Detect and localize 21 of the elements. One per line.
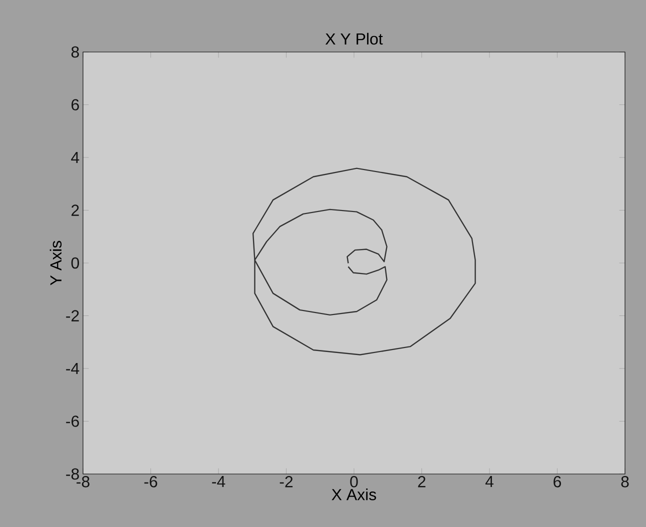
x-tick-label: 2 bbox=[418, 476, 426, 488]
y-tick-label: -6 bbox=[66, 416, 79, 427]
x-tick-label: 6 bbox=[554, 476, 561, 488]
x-tick-label: -4 bbox=[212, 476, 226, 488]
chart-title: X Y Plot bbox=[325, 32, 383, 45]
y-tick-label: 6 bbox=[72, 99, 79, 110]
y-tick-label: 0 bbox=[71, 257, 80, 269]
y-tick-label: 4 bbox=[71, 152, 80, 163]
y-tick-label: -4 bbox=[66, 362, 80, 374]
x-tick-label: -2 bbox=[280, 476, 293, 488]
x-tick-label: 8 bbox=[621, 476, 629, 488]
y-tick-label: -2 bbox=[66, 310, 79, 322]
y-axis-title: Y Axis bbox=[50, 240, 62, 286]
y-tick-label: 2 bbox=[72, 204, 79, 216]
x-tick-label: 0 bbox=[350, 476, 358, 488]
line-series bbox=[252, 168, 476, 356]
x-tick-label: 4 bbox=[485, 476, 494, 488]
y-tick-label: 8 bbox=[71, 46, 79, 58]
y-tick-label: -8 bbox=[66, 468, 79, 480]
x-axis-title: X Axis bbox=[332, 488, 376, 500]
x-tick-label: -6 bbox=[144, 476, 158, 488]
